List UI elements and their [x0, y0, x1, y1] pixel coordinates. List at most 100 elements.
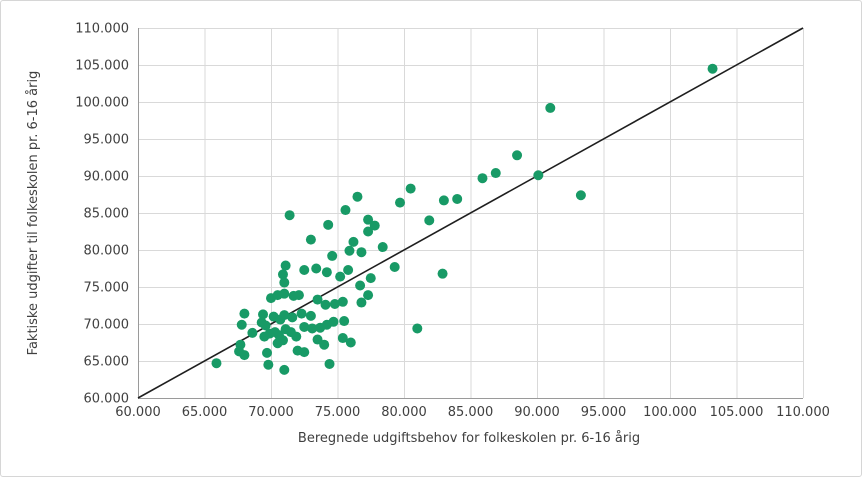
data-point	[299, 347, 310, 358]
data-point	[389, 262, 400, 273]
data-point	[279, 310, 290, 321]
y-tick-label: 85.000	[84, 207, 130, 222]
data-point	[707, 63, 718, 74]
data-point	[263, 359, 274, 370]
x-axis-title: Beregnede udgiftsbehov for folkeskolen p…	[298, 431, 640, 446]
data-point	[533, 170, 544, 181]
data-point	[363, 290, 374, 301]
y-tick-label: 80.000	[84, 244, 130, 259]
data-point	[307, 323, 318, 334]
data-point	[299, 321, 310, 332]
y-tick-label: 90.000	[84, 170, 130, 185]
data-point	[258, 309, 269, 320]
data-point	[512, 150, 523, 161]
data-point	[272, 338, 283, 349]
data-point	[321, 267, 332, 278]
x-tick-label: 100.000	[643, 405, 697, 420]
data-point	[369, 220, 380, 231]
x-tick-label: 110.000	[776, 405, 830, 420]
x-tick-label: 75.000	[315, 405, 361, 420]
data-point	[356, 297, 367, 308]
y-tick-label: 65.000	[84, 355, 130, 370]
data-point	[299, 264, 310, 275]
x-tick-label: 60.000	[115, 405, 161, 420]
series-layer	[137, 27, 804, 399]
x-tick-label: 95.000	[581, 405, 627, 420]
data-point	[284, 210, 295, 221]
data-point	[405, 183, 416, 194]
data-point	[545, 102, 556, 113]
data-point	[355, 280, 366, 291]
data-point	[319, 339, 330, 350]
data-point	[239, 350, 250, 361]
data-point	[247, 327, 258, 338]
data-point	[211, 358, 222, 369]
data-point	[452, 193, 463, 204]
data-point	[395, 197, 406, 208]
data-point	[311, 263, 322, 274]
data-point	[335, 271, 346, 282]
data-point	[320, 299, 331, 310]
x-tick-label: 65.000	[182, 405, 228, 420]
data-point	[339, 316, 350, 327]
data-point	[337, 296, 348, 307]
data-point	[575, 190, 586, 201]
data-point	[348, 236, 359, 247]
data-point	[344, 245, 355, 256]
data-point	[377, 242, 388, 253]
y-tick-label: 95.000	[84, 133, 130, 148]
data-point	[285, 327, 296, 338]
y-tick-label: 105.000	[75, 59, 129, 74]
data-point	[280, 260, 291, 271]
data-point	[312, 294, 323, 305]
data-point	[279, 364, 290, 375]
data-point	[437, 268, 448, 279]
x-tick-label: 85.000	[448, 405, 494, 420]
data-point	[279, 288, 290, 299]
x-tick-label: 105.000	[710, 405, 764, 420]
data-point	[305, 234, 316, 245]
data-point	[260, 320, 271, 331]
y-tick-label: 75.000	[84, 281, 130, 296]
data-point	[239, 308, 250, 319]
x-tick-label: 70.000	[248, 405, 294, 420]
data-point	[329, 299, 340, 310]
y-tick-label: 100.000	[75, 96, 129, 111]
x-tick-label: 90.000	[514, 405, 560, 420]
data-point	[412, 323, 423, 334]
data-point	[365, 273, 376, 284]
data-point	[356, 247, 367, 258]
data-point	[279, 277, 290, 288]
data-point	[324, 358, 335, 369]
data-point	[363, 214, 374, 225]
axis-layer	[138, 28, 803, 399]
x-tick-label: 80.000	[381, 405, 427, 420]
data-point	[352, 191, 363, 202]
data-point	[438, 195, 449, 206]
data-point	[305, 310, 316, 321]
data-point	[287, 312, 298, 323]
data-point	[337, 333, 348, 344]
data-point	[296, 308, 307, 319]
data-point	[236, 319, 247, 330]
data-point	[327, 250, 338, 261]
data-point	[363, 226, 374, 237]
tick-label-layer: 60.000 65.000 70.000 75.000 80.000 85.000 90.0…	[75, 22, 830, 421]
data-point	[277, 269, 288, 280]
y-tick-label: 70.000	[84, 318, 130, 333]
data-point	[424, 215, 435, 226]
y-tick-label: 110.000	[75, 22, 129, 37]
data-point	[343, 264, 354, 275]
y-axis-title: Faktiske udgifter til folkeskolen pr. 6-…	[26, 71, 41, 356]
data-point	[340, 205, 351, 216]
data-point	[262, 347, 273, 358]
data-point	[323, 219, 334, 230]
data-point	[477, 173, 488, 184]
data-point	[328, 316, 339, 327]
data-point	[293, 290, 304, 301]
y-tick-label: 60.000	[84, 392, 130, 407]
data-point	[490, 168, 501, 179]
data-point	[345, 337, 356, 348]
